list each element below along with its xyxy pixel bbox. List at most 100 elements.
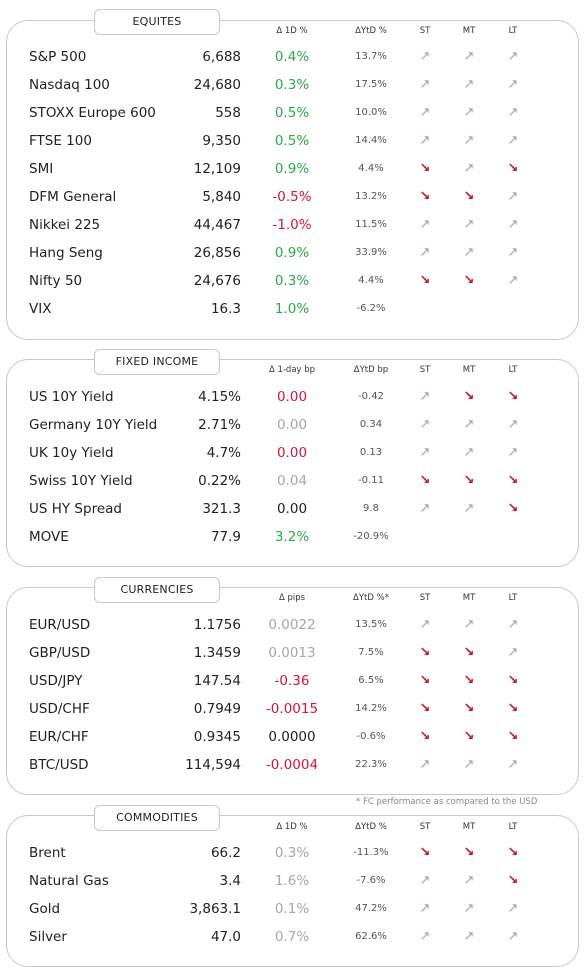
column-header-st: ST — [419, 26, 431, 36]
arrow-down-right-icon: ↘ — [507, 729, 519, 744]
arrow-up-right-icon: ↗ — [507, 417, 519, 432]
daily-change: 0.3% — [274, 845, 310, 861]
instrument-name: EUR/USD — [29, 617, 91, 633]
instrument-value: 6,688 — [202, 49, 241, 65]
instrument-name: DFM General — [29, 189, 117, 205]
instrument-name: Nasdaq 100 — [29, 77, 110, 93]
daily-change: 0.0022 — [268, 617, 316, 633]
column-header-lt: LT — [508, 365, 518, 375]
table-row: EUR/CHF 0.9345 0.0000 -0.6% ↘ ↘ ↘ — [0, 723, 586, 751]
table-row: EUR/USD 1.1756 0.0022 13.5% ↗ ↗ ↗ — [0, 611, 586, 639]
arrow-up-right-icon: ↗ — [419, 245, 431, 260]
equites-panel — [6, 20, 579, 340]
instrument-value: 44,467 — [193, 217, 241, 233]
daily-change: 0.4% — [274, 49, 310, 65]
instrument-value: 2.71% — [198, 417, 241, 433]
commodities-title: COMMODITIES — [94, 805, 220, 831]
arrow-up-right-icon: ↗ — [507, 901, 519, 916]
instrument-value: 4.15% — [198, 389, 241, 405]
instrument-value: 26,856 — [193, 245, 241, 261]
arrow-up-right-icon: ↗ — [463, 445, 475, 460]
daily-change: 0.00 — [276, 389, 308, 405]
instrument-value: 12,109 — [193, 161, 241, 177]
table-row: Hang Seng 26,856 0.9% 33.9% ↗ ↗ ↗ — [0, 239, 586, 267]
column-header-d1: Δ 1D % — [276, 26, 308, 36]
footnote: * FC performance as compared to the USD — [356, 797, 538, 807]
arrow-up-right-icon: ↗ — [463, 133, 475, 148]
ytd-change: 62.6% — [355, 931, 387, 942]
instrument-value: 558 — [215, 105, 241, 121]
ytd-change: -0.42 — [358, 391, 384, 402]
instrument-name: US 10Y Yield — [29, 389, 114, 405]
arrow-up-right-icon: ↗ — [463, 49, 475, 64]
arrow-up-right-icon: ↗ — [507, 217, 519, 232]
table-row: Gold 3,863.1 0.1% 47.2% ↗ ↗ ↗ — [0, 895, 586, 923]
arrow-down-right-icon: ↘ — [463, 645, 475, 660]
arrow-down-right-icon: ↘ — [507, 389, 519, 404]
fixed-income-title: FIXED INCOME — [94, 349, 220, 375]
arrow-up-right-icon: ↗ — [419, 617, 431, 632]
table-row: Germany 10Y Yield 2.71% 0.00 0.34 ↗ ↗ ↗ — [0, 411, 586, 439]
instrument-value: 114,594 — [185, 757, 241, 773]
daily-change: 0.9% — [274, 161, 310, 177]
column-header-mt: MT — [462, 26, 476, 36]
instrument-value: 5,840 — [202, 189, 241, 205]
table-row: Nifty 50 24,676 0.3% 4.4% ↘ ↘ ↗ — [0, 267, 586, 295]
table-row: GBP/USD 1.3459 0.0013 7.5% ↘ ↘ ↗ — [0, 639, 586, 667]
table-row: FTSE 100 9,350 0.5% 14.4% ↗ ↗ ↗ — [0, 127, 586, 155]
daily-change: 0.0013 — [268, 645, 316, 661]
arrow-up-right-icon: ↗ — [419, 901, 431, 916]
instrument-value: 321.3 — [202, 501, 241, 517]
instrument-name: STOXX Europe 600 — [29, 105, 156, 121]
column-header-d1: Δ 1D % — [276, 822, 308, 832]
arrow-up-right-icon: ↗ — [419, 133, 431, 148]
table-row: MOVE 77.9 3.2% -20.9% — [0, 523, 586, 551]
arrow-down-right-icon: ↘ — [419, 845, 431, 860]
table-row: BTC/USD 114,594 -0.0004 22.3% ↗ ↗ ↗ — [0, 751, 586, 779]
table-row: Swiss 10Y Yield 0.22% 0.04 -0.11 ↘ ↘ ↘ — [0, 467, 586, 495]
ytd-change: 0.13 — [359, 447, 383, 458]
arrow-up-right-icon: ↗ — [463, 217, 475, 232]
arrow-up-right-icon: ↗ — [507, 645, 519, 660]
arrow-down-right-icon: ↘ — [419, 273, 431, 288]
ytd-change: 17.5% — [355, 79, 387, 90]
arrow-up-right-icon: ↗ — [507, 133, 519, 148]
instrument-value: 24,680 — [193, 77, 241, 93]
table-row: STOXX Europe 600 558 0.5% 10.0% ↗ ↗ ↗ — [0, 99, 586, 127]
arrow-up-right-icon: ↗ — [419, 501, 431, 516]
table-row: US HY Spread 321.3 0.00 9.8 ↗ ↗ ↘ — [0, 495, 586, 523]
instrument-name: US HY Spread — [29, 501, 122, 517]
arrow-up-right-icon: ↗ — [463, 617, 475, 632]
ytd-change: 0.34 — [359, 419, 383, 430]
column-header-ytd: ΔYtD bp — [353, 365, 389, 375]
arrow-down-right-icon: ↘ — [419, 645, 431, 660]
arrow-down-right-icon: ↘ — [419, 701, 431, 716]
instrument-name: Natural Gas — [29, 873, 109, 889]
arrow-up-right-icon: ↗ — [463, 757, 475, 772]
arrow-down-right-icon: ↘ — [419, 161, 431, 176]
ytd-change: 9.8 — [363, 503, 379, 514]
arrow-up-right-icon: ↗ — [419, 417, 431, 432]
instrument-value: 0.7949 — [193, 701, 241, 717]
daily-change: -0.0004 — [265, 757, 319, 773]
daily-change: 0.7% — [274, 929, 310, 945]
instrument-name: UK 10y Yield — [29, 445, 114, 461]
arrow-up-right-icon: ↗ — [463, 901, 475, 916]
daily-change: 0.3% — [274, 77, 310, 93]
instrument-name: EUR/CHF — [29, 729, 89, 745]
instrument-value: 66.2 — [210, 845, 241, 861]
table-row: SMI 12,109 0.9% 4.4% ↘ ↗ ↘ — [0, 155, 586, 183]
table-row: VIX 16.3 1.0% -6.2% — [0, 295, 586, 323]
instrument-value: 77.9 — [210, 529, 241, 545]
arrow-down-right-icon: ↘ — [463, 389, 475, 404]
daily-change: -0.36 — [274, 673, 310, 689]
arrow-down-right-icon: ↘ — [419, 473, 431, 488]
table-row: UK 10y Yield 4.7% 0.00 0.13 ↗ ↗ ↗ — [0, 439, 586, 467]
arrow-up-right-icon: ↗ — [507, 757, 519, 772]
instrument-name: USD/JPY — [29, 673, 83, 689]
arrow-down-right-icon: ↘ — [507, 473, 519, 488]
ytd-change: -0.11 — [358, 475, 384, 486]
table-row: S&P 500 6,688 0.4% 13.7% ↗ ↗ ↗ — [0, 43, 586, 71]
instrument-name: USD/CHF — [29, 701, 90, 717]
instrument-name: Swiss 10Y Yield — [29, 473, 133, 489]
